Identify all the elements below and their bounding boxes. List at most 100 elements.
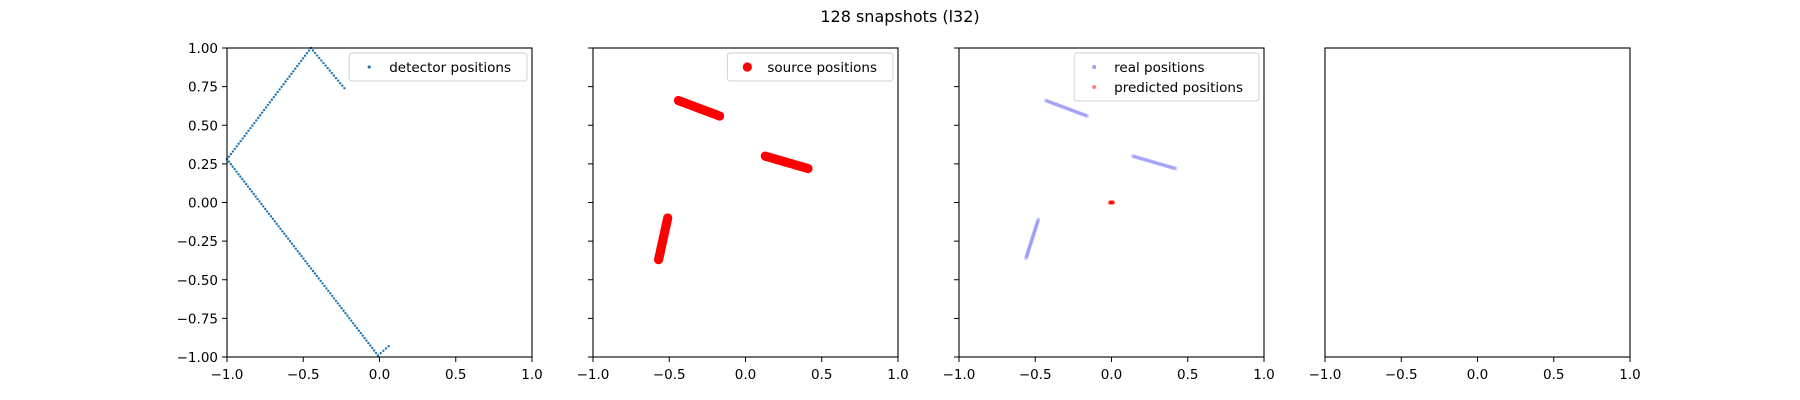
data-point — [1167, 164, 1172, 169]
data-point — [227, 155, 231, 158]
data-point — [254, 195, 257, 198]
data-point — [260, 202, 263, 206]
x-tick-label: −0.5 — [653, 367, 686, 383]
data-point — [247, 129, 250, 132]
data-point — [1025, 252, 1030, 257]
data-point — [233, 147, 236, 151]
data-point — [325, 287, 328, 290]
data-point — [379, 351, 382, 355]
data-point — [280, 85, 283, 89]
data-point — [1029, 240, 1034, 245]
x-tick-label: 0.0 — [735, 367, 756, 383]
data-point — [1026, 248, 1031, 253]
data-point — [245, 132, 248, 135]
x-tick-label: 0.5 — [1543, 367, 1564, 383]
legend-box — [1073, 52, 1260, 102]
data-point — [292, 70, 295, 73]
data-point — [1052, 101, 1057, 106]
x-tick-label: 0.0 — [1101, 367, 1122, 383]
data-point — [256, 197, 259, 201]
data-point — [237, 172, 240, 176]
data-point — [1085, 113, 1090, 118]
data-point — [1046, 99, 1051, 104]
data-point — [1024, 256, 1029, 261]
data-point — [1107, 200, 1112, 205]
x-tick-label: −1.0 — [1309, 367, 1342, 383]
data-point — [227, 160, 231, 163]
data-point — [1172, 166, 1177, 171]
data-point — [1155, 161, 1160, 166]
data-point — [361, 334, 364, 337]
data-point — [1108, 200, 1113, 205]
data-point — [376, 354, 380, 357]
data-point — [1075, 110, 1080, 115]
data-point — [346, 314, 349, 317]
data-point — [307, 264, 311, 268]
data-point — [306, 262, 309, 265]
data-point — [330, 71, 334, 75]
data-point — [1151, 160, 1156, 165]
x-tick-label: 0.5 — [811, 367, 832, 383]
data-point — [363, 336, 366, 340]
data-point — [1031, 232, 1036, 237]
x-tick-label: −0.5 — [1385, 367, 1418, 383]
data-point — [231, 165, 234, 168]
legend-label: source positions — [767, 60, 877, 76]
data-point — [326, 66, 329, 70]
data-point — [275, 222, 278, 226]
data-point — [319, 279, 322, 283]
data-point — [1110, 200, 1115, 205]
data-point — [303, 54, 307, 57]
data-point — [1147, 158, 1152, 163]
legend-marker — [367, 65, 371, 69]
data-point — [353, 324, 357, 327]
data-point — [294, 247, 297, 250]
data-point — [1133, 155, 1138, 159]
data-point — [1033, 226, 1038, 231]
legend-box — [348, 52, 528, 82]
data-point — [367, 341, 370, 345]
data-point — [324, 64, 327, 67]
data-point — [1048, 100, 1053, 105]
subplot-1: −1.0 −0.5 0.0 0.5 1.0 −1.00 −0.75 −0.50 −0.25 0.0… — [177, 41, 543, 383]
data-point — [243, 180, 246, 183]
data-point — [285, 235, 288, 238]
data-point — [1053, 102, 1058, 107]
data-point — [270, 98, 274, 101]
data-point — [1036, 217, 1041, 222]
plot-area — [227, 48, 532, 357]
data-point — [1045, 99, 1050, 104]
data-point — [250, 190, 254, 193]
data-point — [1029, 237, 1034, 242]
data-point — [1066, 107, 1071, 112]
data-point — [1063, 105, 1068, 110]
data-point — [336, 79, 340, 82]
data-point — [1166, 164, 1171, 169]
data-point — [237, 142, 240, 145]
legend: real positions predicted positions — [1073, 52, 1260, 102]
data-point — [1109, 200, 1114, 205]
data-point — [296, 64, 299, 68]
legend: detector positions — [348, 52, 528, 82]
data-point — [1043, 98, 1048, 103]
data-point — [1070, 108, 1075, 113]
x-tick-label: 0.0 — [1467, 367, 1488, 383]
y-tick-label: 1.00 — [188, 41, 218, 57]
data-point — [1076, 110, 1081, 115]
data-point — [1136, 155, 1141, 160]
data-point — [1142, 157, 1147, 162]
data-point — [369, 344, 372, 347]
x-tick-label: −0.5 — [287, 367, 320, 383]
data-point — [1068, 107, 1073, 112]
data-point — [1051, 101, 1056, 106]
data-point — [302, 257, 305, 260]
data-point — [1026, 249, 1031, 254]
series-1-points — [225, 46, 390, 357]
data-point — [239, 175, 242, 178]
data-point — [1062, 105, 1067, 110]
data-point — [351, 321, 355, 325]
data-point — [313, 51, 317, 55]
y-tick-label: −0.50 — [177, 273, 218, 289]
data-point — [1152, 160, 1157, 165]
data-point — [243, 134, 246, 138]
